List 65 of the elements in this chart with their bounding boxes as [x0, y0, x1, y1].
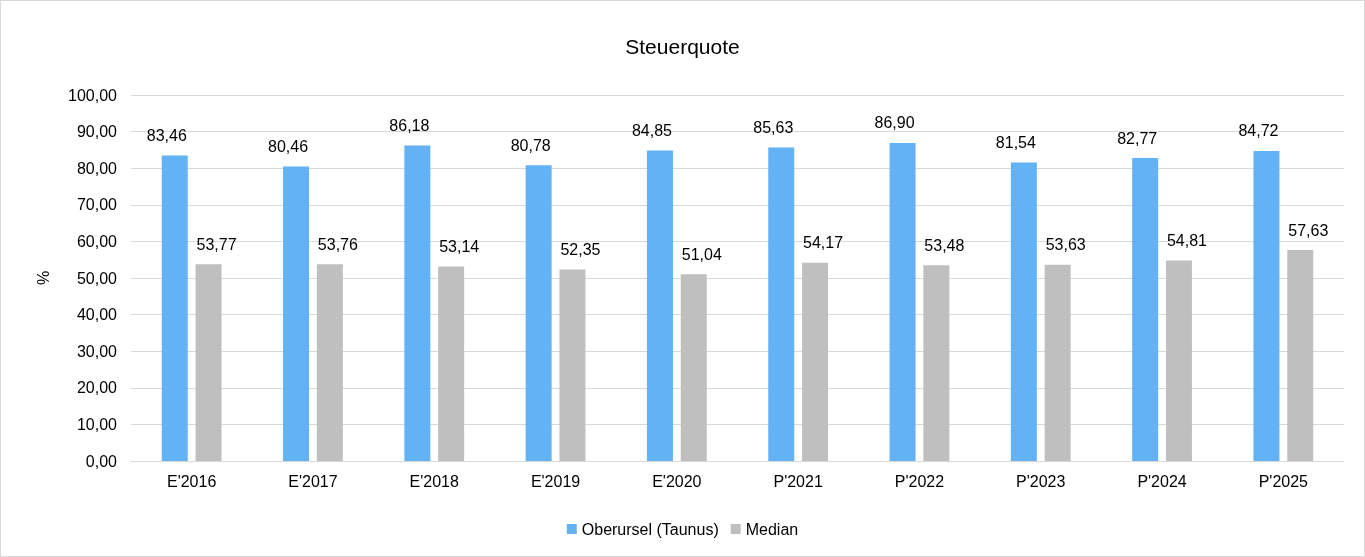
x-tick-label: E'2018 — [409, 472, 460, 490]
bar — [438, 266, 465, 461]
data-label: 85,63 — [753, 119, 794, 137]
y-tick-label: 40,00 — [76, 306, 118, 324]
data-label: 86,90 — [874, 114, 915, 132]
data-label: 86,18 — [389, 117, 430, 135]
data-label: 53,63 — [1045, 236, 1086, 254]
bar — [283, 166, 310, 461]
bar — [1287, 250, 1314, 461]
x-tick-label: P'2024 — [1137, 472, 1187, 490]
bar — [1253, 150, 1280, 461]
data-label: 84,72 — [1238, 122, 1279, 140]
bar — [802, 262, 829, 461]
y-tick-label: 10,00 — [76, 415, 118, 433]
y-axis-title: % — [34, 270, 52, 286]
data-label: 53,48 — [924, 236, 965, 254]
bar — [161, 155, 188, 461]
bar — [1010, 162, 1037, 461]
x-tick-label: P'2021 — [773, 472, 823, 490]
y-tick-label: 50,00 — [76, 269, 118, 287]
bar — [559, 269, 586, 461]
bar — [1044, 264, 1071, 461]
x-tick-label: P'2022 — [894, 472, 945, 490]
x-tick-label: E'2019 — [530, 472, 581, 490]
data-label: 53,14 — [439, 238, 480, 256]
bar — [889, 142, 916, 461]
data-label: 54,17 — [803, 234, 844, 252]
y-tick-label: 70,00 — [76, 196, 118, 214]
y-tick-label: 80,00 — [76, 159, 118, 177]
y-tick-label: 0,00 — [85, 452, 118, 470]
data-label: 52,35 — [560, 240, 601, 258]
x-tick-label: P'2025 — [1258, 472, 1309, 490]
data-label: 81,54 — [995, 134, 1036, 152]
data-label: 51,04 — [681, 245, 722, 263]
bar — [525, 165, 552, 461]
bar — [646, 150, 673, 461]
data-label: 83,46 — [146, 127, 187, 145]
y-tick-label: 20,00 — [76, 379, 118, 397]
y-tick-label: 100,00 — [68, 86, 118, 104]
bar — [768, 147, 795, 461]
x-tick-label: E'2017 — [288, 472, 338, 490]
data-label: 84,85 — [631, 121, 673, 139]
y-tick-label: 60,00 — [76, 232, 118, 250]
data-label: 53,77 — [196, 235, 237, 253]
data-label: 57,63 — [1288, 221, 1329, 239]
x-tick-label: P'2023 — [1016, 472, 1066, 490]
data-label: 80,78 — [510, 136, 551, 154]
bar — [404, 145, 431, 461]
data-label: 53,76 — [317, 235, 358, 253]
data-label: 82,77 — [1117, 129, 1158, 147]
legend-label: Oberursel (Taunus) — [581, 520, 719, 538]
bar — [316, 264, 343, 461]
data-label: 54,81 — [1166, 231, 1208, 249]
bar — [1165, 260, 1192, 461]
bar — [1132, 158, 1159, 461]
legend-label: Median — [745, 520, 799, 538]
chart-title: Steuerquote — [625, 35, 740, 58]
y-tick-label: 30,00 — [76, 342, 118, 360]
x-tick-label: E'2016 — [166, 472, 217, 490]
bar — [680, 274, 707, 461]
bar — [923, 265, 950, 461]
bar — [195, 264, 222, 461]
x-tick-label: E'2020 — [652, 472, 702, 490]
y-tick-label: 90,00 — [76, 123, 118, 141]
data-label: 80,46 — [268, 138, 309, 156]
